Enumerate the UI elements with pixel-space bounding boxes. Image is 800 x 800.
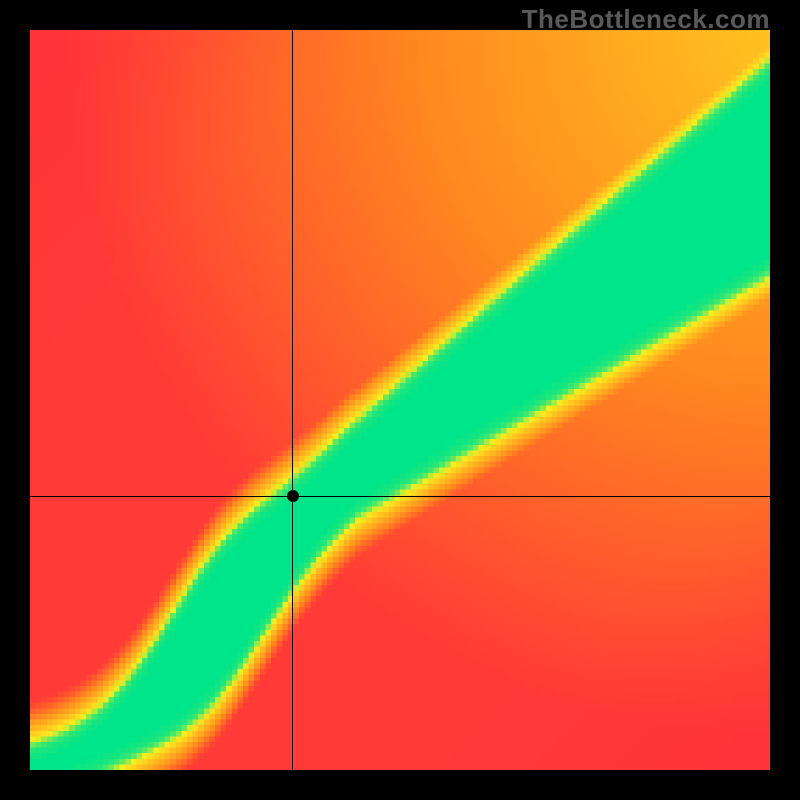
marker-dot — [287, 490, 299, 502]
crosshair-vertical — [292, 30, 293, 770]
crosshair-horizontal — [30, 496, 770, 497]
bottleneck-heatmap — [30, 30, 770, 770]
watermark-text: TheBottleneck.com — [522, 4, 770, 35]
